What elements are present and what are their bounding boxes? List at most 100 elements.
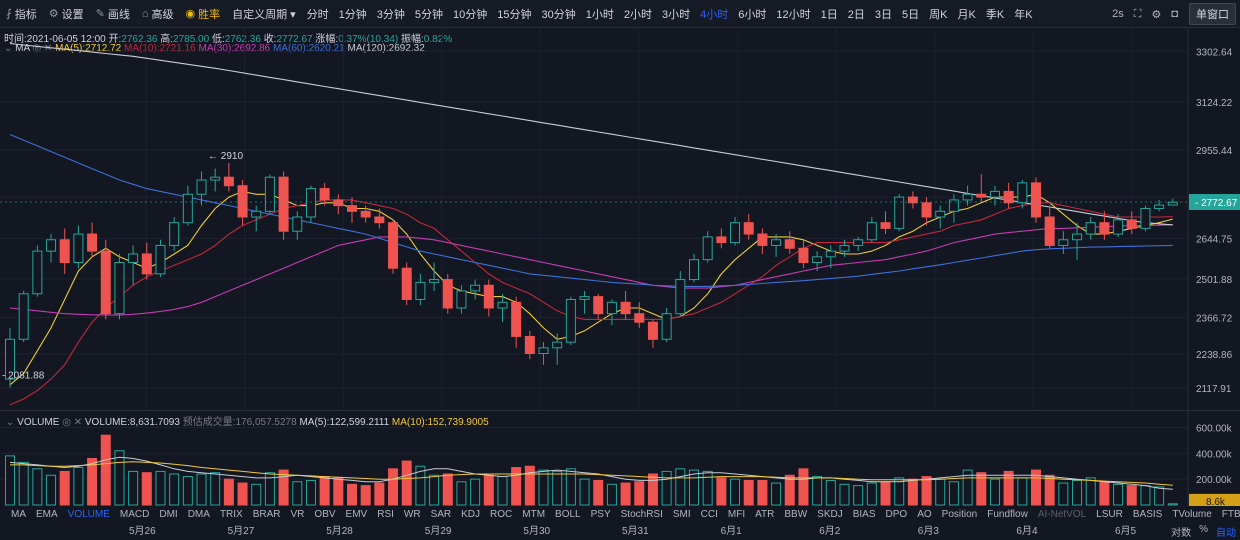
candle — [128, 245, 139, 286]
indicator-tab-kdj[interactable]: KDJ — [461, 509, 481, 520]
interval-周K[interactable]: 周K — [929, 8, 948, 21]
candle-body — [634, 313, 645, 323]
indicator-tab-bias[interactable]: BIAS — [852, 509, 876, 520]
collapse-icon[interactable]: ⌄ — [4, 43, 13, 54]
candle — [251, 205, 262, 232]
eye-icon[interactable]: ◎ — [62, 417, 71, 428]
indicator-tab-dmi[interactable]: DMI — [159, 509, 178, 520]
indicator-tab-stochrsi[interactable]: StochRSI — [620, 509, 663, 520]
indicator-tab-atr[interactable]: ATR — [755, 509, 775, 520]
volume-bar — [730, 478, 741, 506]
interval-月K[interactable]: 月K — [957, 8, 976, 21]
indicator-tab-psy[interactable]: PSY — [590, 509, 611, 520]
indicator-tab-macd[interactable]: MACD — [119, 509, 150, 520]
volume-bar — [128, 470, 139, 506]
settings-icon[interactable]: ⚙ — [1151, 8, 1162, 21]
single-window-button[interactable]: 单窗口 — [1189, 3, 1236, 25]
volume-bar — [839, 483, 850, 506]
toolbar-item-lock[interactable]: ⌂ 高级 — [136, 0, 180, 28]
indicator-tab-vr[interactable]: VR — [290, 509, 305, 520]
interval-2小时[interactable]: 2小时 — [623, 8, 653, 21]
indicator-tab-trix[interactable]: TRIX — [219, 509, 243, 520]
indicator-tab-obv[interactable]: OBV — [314, 509, 336, 520]
indicator-tab-emv[interactable]: EMV — [345, 509, 368, 520]
indicator-tab-ao[interactable]: AO — [917, 509, 932, 520]
indicator-tab-lsur[interactable]: LSUR — [1096, 509, 1123, 520]
indicator-tab-bbw[interactable]: BBW — [784, 509, 808, 520]
interval-5日[interactable]: 5日 — [902, 8, 920, 21]
interval-2日[interactable]: 2日 — [847, 8, 865, 21]
indicator-tab-ema[interactable]: EMA — [36, 509, 58, 520]
indicator-tab-position[interactable]: Position — [941, 509, 978, 520]
candle — [524, 330, 535, 360]
indicator-tab-tvolume[interactable]: TVolume — [1172, 509, 1212, 520]
candle — [771, 234, 782, 257]
candle — [1072, 222, 1083, 260]
interval-5分钟[interactable]: 5分钟 — [414, 8, 444, 21]
indicator-tab-mfi[interactable]: MFI — [727, 509, 746, 520]
interval-分时[interactable]: 分时 — [306, 8, 329, 21]
close-icon[interactable]: ✕ — [43, 43, 53, 54]
percent-scale-button[interactable]: % — [1199, 524, 1208, 535]
volume-bar — [210, 472, 221, 506]
indicator-tab-cci[interactable]: CCI — [700, 509, 718, 520]
candle-body — [757, 233, 768, 246]
interval-3日[interactable]: 3日 — [874, 8, 893, 21]
interval-4小时[interactable]: 4小时 — [700, 8, 729, 21]
volume-bar — [497, 476, 508, 506]
indicator-tab-sar[interactable]: SAR — [430, 509, 452, 520]
fullscreen-icon[interactable]: ⛶ — [1133, 7, 1142, 20]
eye-icon[interactable]: ◎ — [32, 43, 42, 54]
indicator-tab-volume[interactable]: VOLUME — [67, 509, 110, 520]
indicator-tab-basis[interactable]: BASIS — [1132, 509, 1163, 520]
toolbar-item-win-rate[interactable]: ◉ 胜率 — [179, 0, 226, 28]
candle — [606, 299, 617, 326]
price-tick-label: 2501.88 — [1196, 275, 1233, 286]
indicator-tab-rsi[interactable]: RSI — [377, 509, 394, 520]
interval-3分钟[interactable]: 3分钟 — [376, 8, 405, 21]
interval-1小时[interactable]: 1小时 — [585, 8, 614, 21]
interval-10分钟[interactable]: 10分钟 — [453, 8, 488, 21]
toolbar-item-gear[interactable]: ⚙ 设置 — [43, 0, 90, 28]
indicator-tab-boll[interactable]: BOLL — [555, 509, 581, 520]
interval-12小时[interactable]: 12小时 — [776, 8, 811, 21]
interval-季K[interactable]: 季K — [985, 8, 1005, 21]
indicator-tab-dpo[interactable]: DPO — [885, 509, 908, 520]
candle-body — [483, 284, 494, 309]
toolbar-item-chart-indicator[interactable]: ⨏ 指标 — [0, 0, 43, 28]
collapse-icon[interactable]: ⌄ — [6, 417, 15, 428]
interval-1分钟[interactable]: 1分钟 — [338, 8, 367, 21]
candle — [46, 234, 57, 263]
indicator-tab-skdj[interactable]: SKDJ — [817, 509, 843, 520]
indicator-tab-roc[interactable]: ROC — [490, 509, 513, 520]
interval-3小时[interactable]: 3小时 — [662, 8, 691, 21]
interval-30分钟[interactable]: 30分钟 — [541, 8, 576, 21]
close-icon[interactable]: ✕ — [73, 417, 83, 428]
candle-body — [866, 222, 877, 241]
candle — [702, 231, 713, 263]
toolbar-item-pen[interactable]: ✎ 画线 — [90, 0, 136, 28]
indicator-tab-ai-netvol[interactable]: AI-NetVOL — [1037, 509, 1087, 520]
candle — [114, 253, 125, 320]
indicator-tab-dma[interactable]: DMA — [187, 509, 210, 520]
auto-scale-button[interactable]: 自动 — [1216, 528, 1236, 539]
interval-6小时[interactable]: 6小时 — [738, 8, 767, 21]
interval-15分钟[interactable]: 15分钟 — [497, 8, 532, 21]
log-scale-button[interactable]: 对数 — [1171, 528, 1192, 539]
interval-1日[interactable]: 1日 — [820, 8, 838, 21]
indicator-tab-brar[interactable]: BRAR — [252, 509, 281, 520]
indicator-tab-ma[interactable]: MA — [11, 509, 26, 520]
custom-period-dropdown[interactable]: 自定义周期 ▾ — [232, 8, 296, 21]
indicator-tab-ftbs[interactable]: FTBS — [1221, 509, 1240, 520]
indicator-tab-fundflow[interactable]: Fundflow — [987, 509, 1028, 520]
volume-chart[interactable]: 600.00k 400.00k 200.00k 8.6k — [0, 410, 1240, 506]
camera-icon[interactable]: ◘ — [1171, 8, 1178, 20]
candlestick-chart[interactable]: 3302.64 3124.22 2955.44 2644.75 2501.88 2366.… — [0, 29, 1240, 410]
indicator-tab-mtm[interactable]: MTM — [522, 509, 546, 520]
indicator-tab-wr[interactable]: WR — [403, 509, 421, 520]
last-price-label: - 2772.67 — [1195, 198, 1238, 209]
volume-bar — [442, 473, 453, 506]
interval-年K[interactable]: 年K — [1014, 8, 1033, 21]
indicator-tab-smi[interactable]: SMI — [672, 509, 691, 520]
refresh-rate[interactable]: 2s — [1112, 8, 1124, 20]
